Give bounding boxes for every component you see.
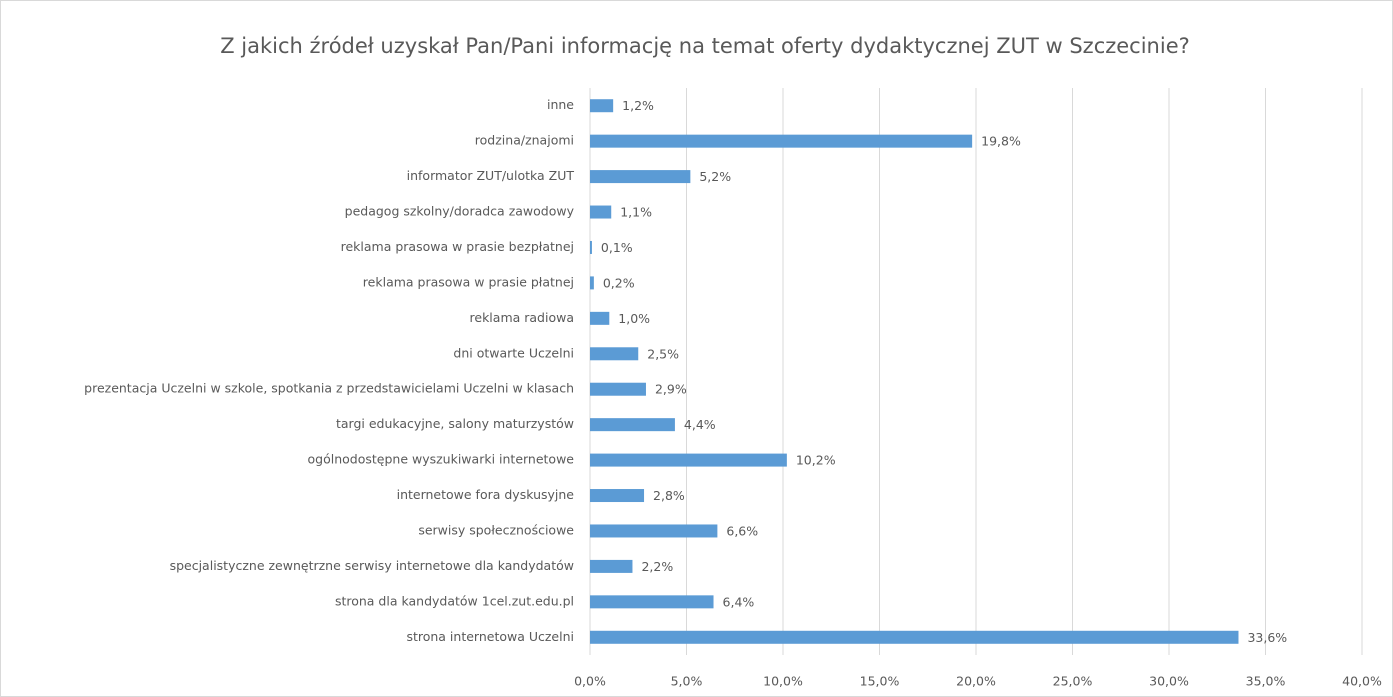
y-tick-label: reklama prasowa w prasie bezpłatnej [341,239,574,254]
bar [590,240,592,254]
bar [590,418,675,432]
y-tick-label: targi edukacyjne, salony maturzystów [336,416,574,431]
data-label: 6,4% [723,594,755,609]
bar [590,170,691,184]
y-tick-label: reklama prasowa w prasie płatnej [363,274,574,289]
bar [590,205,612,219]
y-tick-label: dni otwarte Uczelni [453,345,574,360]
y-tick-label: internetowe fora dyskusyjne [397,487,575,502]
x-tick-label: 40,0% [1342,674,1382,689]
data-label: 6,6% [726,523,758,538]
chart-title: Z jakich źródeł uzyskał Pan/Pani informa… [220,34,1190,58]
y-tick-label: prezentacja Uczelni w szkole, spotkania … [84,381,574,396]
data-label: 5,2% [699,169,731,184]
y-tick-label: pedagog szkolny/doradca zawodowy [345,204,575,219]
x-tick-label: 20,0% [956,674,996,689]
data-label: 1,0% [618,311,650,326]
data-label: 0,1% [601,240,633,255]
y-tick-label: ogólnodostępne wyszukiwarki internetowe [308,452,575,467]
bar [590,524,718,538]
bar [590,453,787,467]
data-label: 2,9% [655,382,687,397]
data-label: 33,6% [1247,630,1287,645]
x-tick-label: 10,0% [763,674,803,689]
x-tick-label: 0,0% [574,674,606,689]
bar [590,276,594,290]
x-tick-label: 30,0% [1149,674,1189,689]
x-tick-label: 5,0% [671,674,703,689]
y-tick-label: strona dla kandydatów 1cel.zut.edu.pl [335,593,574,608]
bar [590,347,639,361]
bar [590,99,614,113]
y-tick-label: rodzina/znajomi [475,133,574,148]
data-label: 0,2% [603,275,635,290]
data-label: 2,2% [641,559,673,574]
data-label: 10,2% [796,453,836,468]
x-tick-label: 25,0% [1053,674,1093,689]
data-label: 1,2% [622,98,654,113]
bar [590,311,610,325]
data-label: 2,8% [653,488,685,503]
y-tick-label: strona internetowa Uczelni [406,629,574,644]
x-tick-label: 35,0% [1246,674,1286,689]
bar [590,134,973,148]
bar [590,559,633,573]
data-label: 19,8% [981,134,1021,149]
bar [590,489,645,503]
y-tick-label: specjalistyczne zewnętrzne serwisy inter… [170,558,574,573]
y-tick-label: inne [547,97,574,112]
data-label: 4,4% [684,417,716,432]
y-tick-label: serwisy społecznościowe [418,522,574,537]
bar [590,630,1239,644]
y-tick-label: informator ZUT/ulotka ZUT [407,168,575,183]
data-label: 1,1% [620,205,652,220]
data-label: 2,5% [647,346,679,361]
bar [590,382,646,396]
y-tick-label: reklama radiowa [470,310,574,325]
x-tick-label: 15,0% [860,674,900,689]
bar [590,595,714,609]
